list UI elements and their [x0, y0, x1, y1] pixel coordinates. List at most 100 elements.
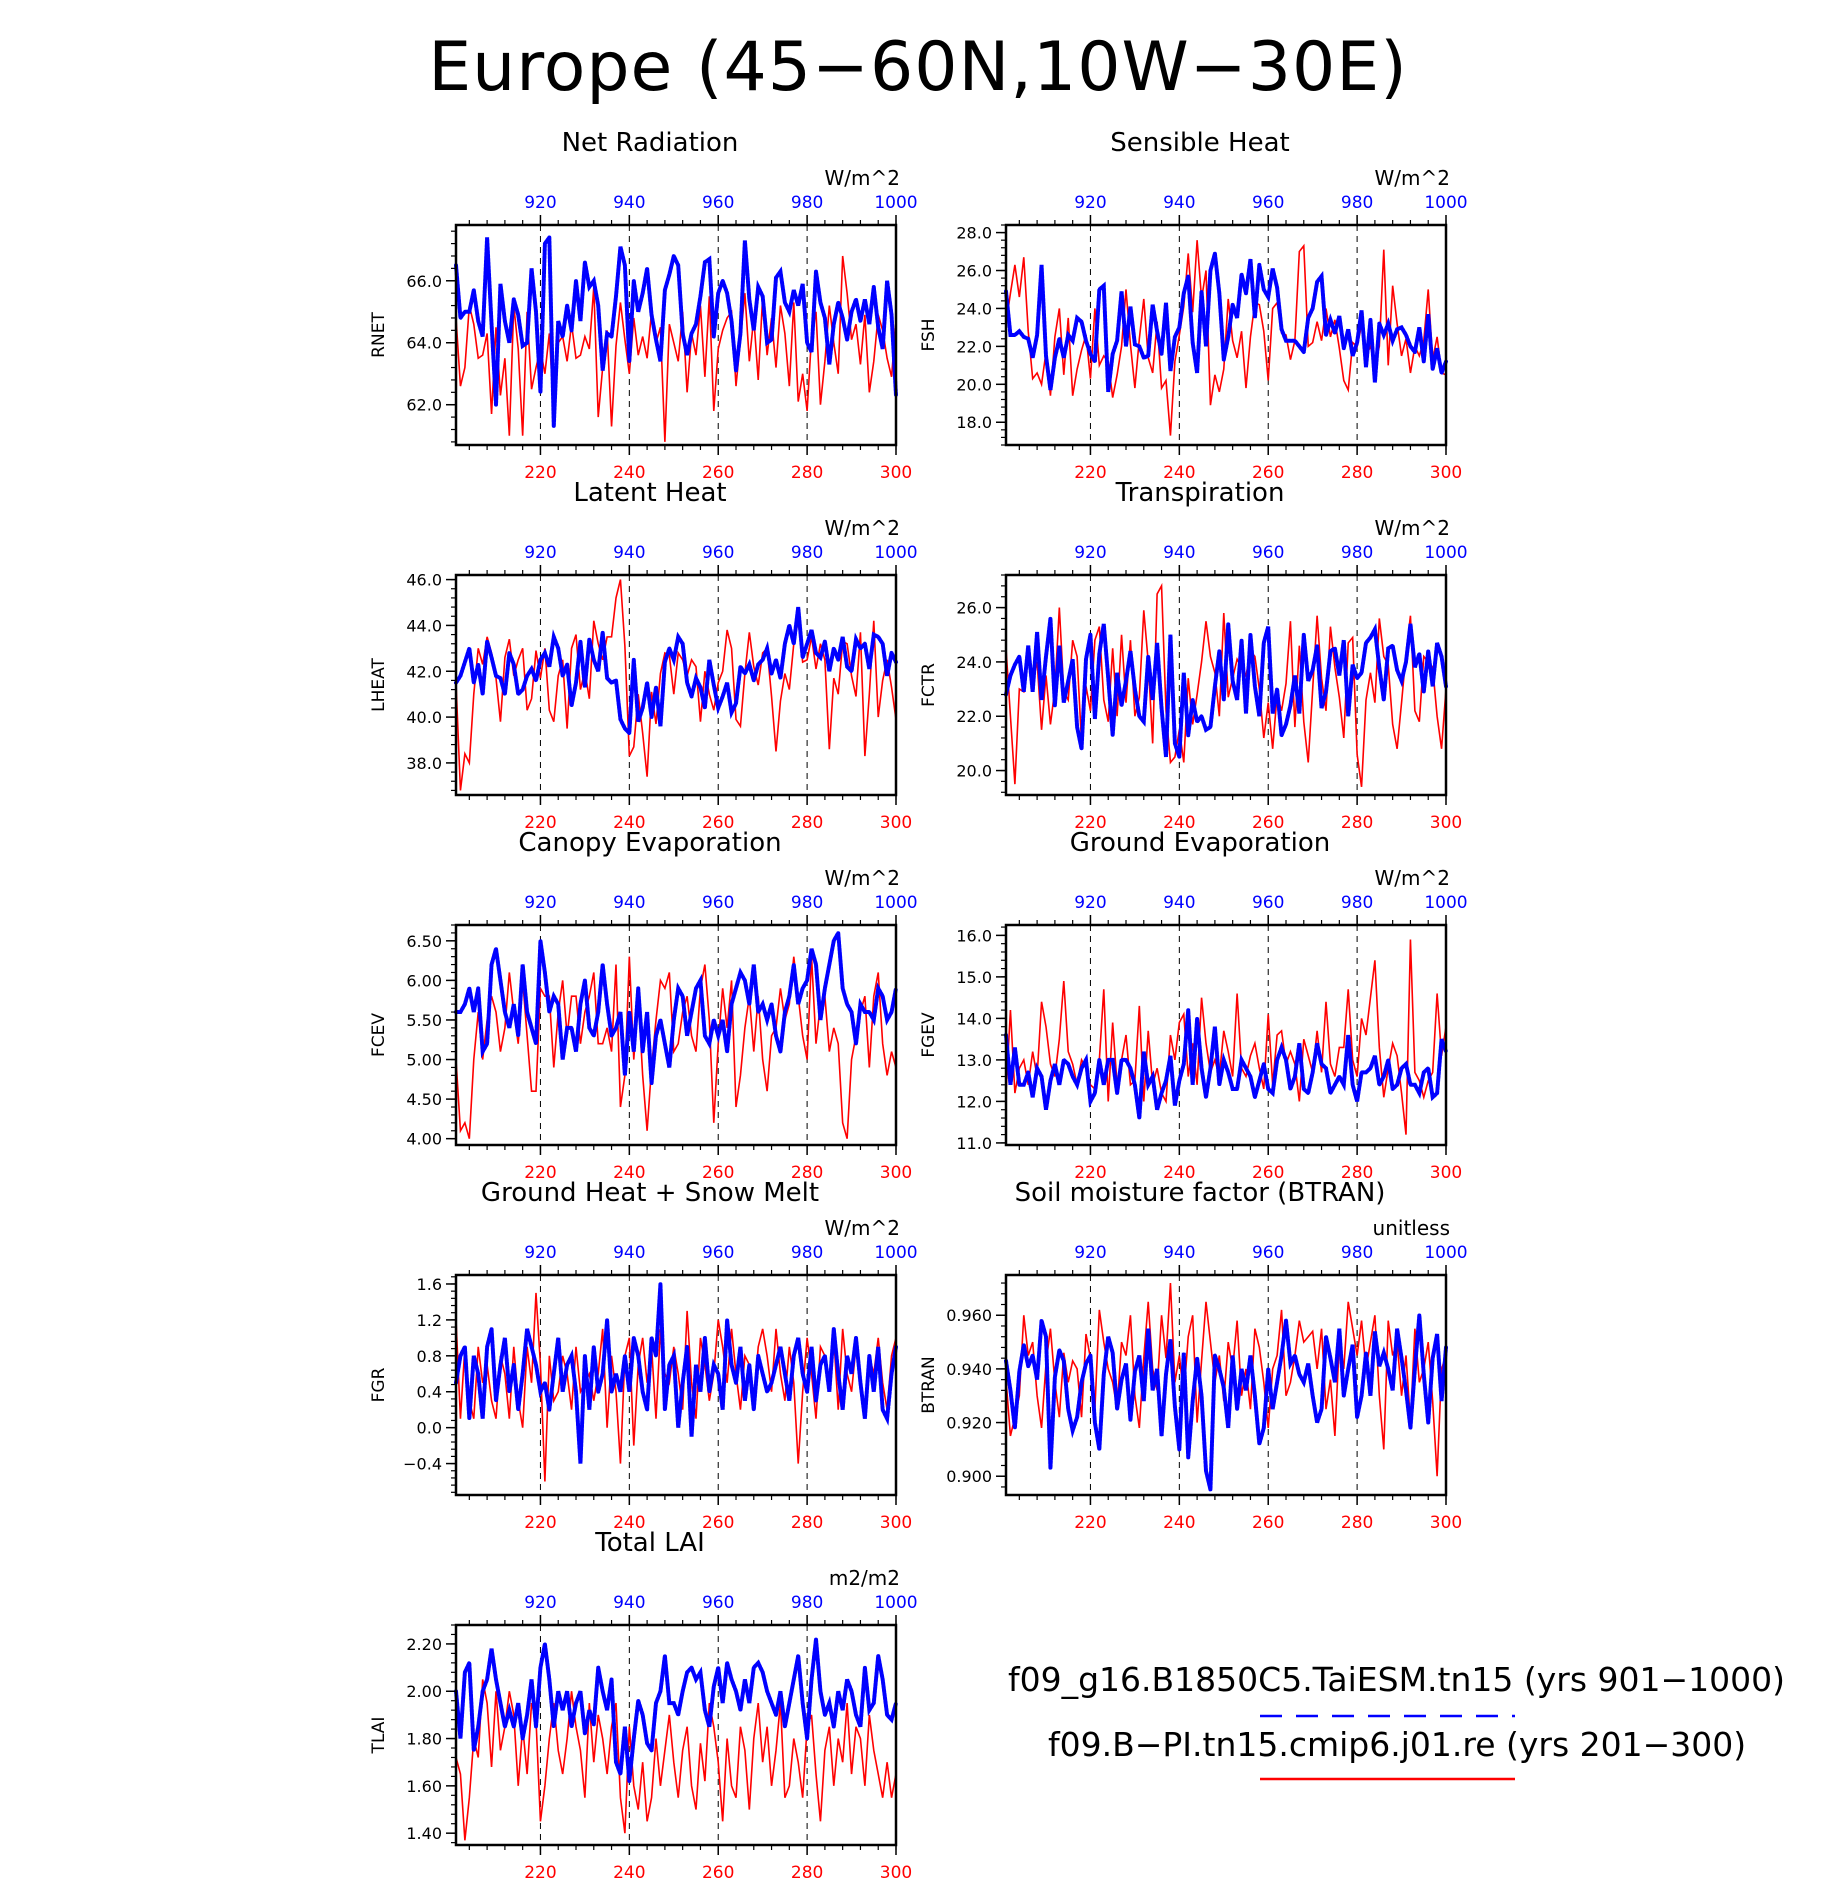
x-top-tick-label: 940: [1163, 543, 1195, 563]
x-bottom-tick-label: 240: [613, 1163, 645, 1183]
x-bottom-tick-label: 220: [1074, 1163, 1106, 1183]
x-top-tick-label: 940: [613, 1243, 645, 1263]
x-bottom-tick-label: 240: [613, 1863, 645, 1883]
y-tick-label: 15.0: [956, 968, 992, 987]
y-axis-label: FGEV: [919, 1012, 939, 1058]
series-line-blue: [1004, 1009, 1448, 1119]
plot-frame: [1004, 923, 1448, 1147]
chart-units-label: W/m^2: [824, 1216, 900, 1240]
chart-panel-fctr: Transpiration W/m^2 20.0 22.0 24.0 26.0 FCTR 22…: [919, 478, 1480, 838]
x-top-tick-label: 940: [613, 193, 645, 213]
y-tick-label: 0.8: [417, 1347, 442, 1366]
y-tick-label: 11.0: [956, 1134, 992, 1153]
chart-svg: 62.0 64.0 66.0 RNET 220 240 260 280 300 920 940 960…: [369, 193, 918, 483]
x-bottom-tick-label: 300: [1430, 1513, 1462, 1533]
page-title: Europe (45−60N,10W−30E): [428, 28, 1408, 107]
x-top-tick-label: 920: [1074, 543, 1106, 563]
y-axis-label: BTRAN: [919, 1356, 939, 1414]
x-top-tick-label: 960: [702, 193, 734, 213]
y-tick-label: 5.50: [406, 1011, 442, 1030]
x-bottom-tick-label: 300: [1430, 463, 1462, 483]
x-bottom-tick-label: 280: [791, 463, 823, 483]
plot-frame: [454, 223, 898, 447]
x-bottom-tick-label: 300: [880, 1163, 912, 1183]
x-bottom-tick-label: 220: [1074, 813, 1106, 833]
y-tick-label: 0.940: [946, 1360, 992, 1379]
x-bottom-tick-label: 260: [1252, 463, 1284, 483]
y-tick-label: 0.920: [946, 1414, 992, 1433]
x-top-tick-label: 1000: [874, 1593, 917, 1613]
y-tick-label: 13.0: [956, 1051, 992, 1070]
x-top-tick-label: 980: [1341, 543, 1373, 563]
chart-panel-fgr: Ground Heat + Snow Melt W/m^2 −0.4 0.0 0.4 0.…: [369, 1178, 930, 1538]
chart-units-label: m2/m2: [828, 1566, 900, 1590]
x-top-tick-label: 1000: [874, 193, 917, 213]
y-axis-label: RNET: [369, 312, 389, 358]
x-top-tick-label: 980: [1341, 1243, 1373, 1263]
chart-units-label: W/m^2: [1374, 866, 1450, 890]
x-top-tick-label: 960: [702, 1593, 734, 1613]
x-bottom-tick-label: 240: [613, 813, 645, 833]
y-tick-label: 26.0: [956, 599, 992, 618]
y-axis-label: FSH: [919, 318, 939, 351]
x-top-tick-label: 920: [1074, 893, 1106, 913]
plot-frame: [1004, 223, 1448, 447]
x-top-tick-label: 980: [791, 193, 823, 213]
legend-control-label: f09.B−PI.tn15.cmip6.j01.re (yrs 201−300): [1048, 1725, 1747, 1764]
y-tick-label: 18.0: [956, 413, 992, 432]
chart-svg: 38.0 40.0 42.0 44.0 46.0 LHEAT 220 240 260 280 300…: [369, 543, 918, 833]
plot-frame: [454, 923, 898, 1147]
y-tick-label: 20.0: [956, 375, 992, 394]
y-tick-label: 44.0: [406, 616, 442, 635]
chart-panel-fgev: Ground Evaporation W/m^2 11.0 12.0 13.0 14.0 1…: [919, 828, 1480, 1188]
y-tick-label: 4.00: [406, 1130, 442, 1149]
chart-svg: −0.4 0.0 0.4 0.8 1.2 1.6 FGR 220 240 260 280 300 920…: [369, 1243, 918, 1533]
chart-units-label: W/m^2: [1374, 516, 1450, 540]
chart-units-label: W/m^2: [824, 866, 900, 890]
y-tick-label: 24.0: [956, 653, 992, 672]
x-bottom-tick-label: 260: [1252, 1163, 1284, 1183]
y-tick-label: 22.0: [956, 337, 992, 356]
y-tick-label: 6.00: [406, 971, 442, 990]
x-top-tick-label: 980: [791, 1593, 823, 1613]
series-line-blue: [1004, 618, 1448, 758]
x-top-tick-label: 1000: [1424, 543, 1467, 563]
y-tick-label: 2.20: [406, 1635, 442, 1654]
chart-units-label: W/m^2: [1374, 166, 1450, 190]
x-top-tick-label: 960: [702, 543, 734, 563]
x-bottom-tick-label: 300: [880, 813, 912, 833]
y-axis-label: FGR: [369, 1367, 389, 1402]
y-tick-label: 6.50: [406, 932, 442, 951]
x-bottom-tick-label: 260: [1252, 1513, 1284, 1533]
x-bottom-tick-label: 260: [702, 1513, 734, 1533]
chart-title: Canopy Evaporation: [518, 828, 782, 858]
series-line-blue: [454, 1283, 898, 1464]
y-tick-label: 1.40: [406, 1824, 442, 1843]
x-top-tick-label: 920: [524, 193, 556, 213]
legend-case-label: f09_g16.B1850C5.TaiESM.tn15 (yrs 901−100…: [1008, 1660, 1786, 1699]
chart-svg: 18.0 20.0 22.0 24.0 26.0 28.0 FSH 220 240 260 280 3…: [919, 193, 1468, 483]
x-bottom-tick-label: 220: [524, 1513, 556, 1533]
x-bottom-tick-label: 260: [702, 463, 734, 483]
chart-title: Ground Evaporation: [1069, 828, 1331, 858]
legend-case-swatch: [1260, 1714, 1515, 1718]
plot-frame: [1004, 573, 1448, 797]
x-bottom-tick-label: 280: [791, 1163, 823, 1183]
x-top-tick-label: 1000: [874, 893, 917, 913]
y-tick-label: 0.900: [946, 1467, 992, 1486]
chart-panel-fsh: Sensible Heat W/m^2 18.0 20.0 22.0 24.0 26.0 28…: [919, 128, 1480, 488]
series-line-blue: [454, 231, 898, 427]
plot-frame: [454, 573, 898, 797]
plot-frame: [1004, 1273, 1448, 1497]
y-tick-label: 20.0: [956, 762, 992, 781]
x-bottom-tick-label: 300: [1430, 1163, 1462, 1183]
x-bottom-tick-label: 300: [880, 1513, 912, 1533]
y-tick-label: 24.0: [956, 299, 992, 318]
x-top-tick-label: 920: [1074, 1243, 1106, 1263]
x-bottom-tick-label: 280: [1341, 463, 1373, 483]
series-line-blue: [1004, 252, 1448, 393]
x-top-tick-label: 920: [524, 543, 556, 563]
x-top-tick-label: 920: [524, 1593, 556, 1613]
series-line-blue: [1004, 1315, 1448, 1491]
x-bottom-tick-label: 280: [791, 1513, 823, 1533]
